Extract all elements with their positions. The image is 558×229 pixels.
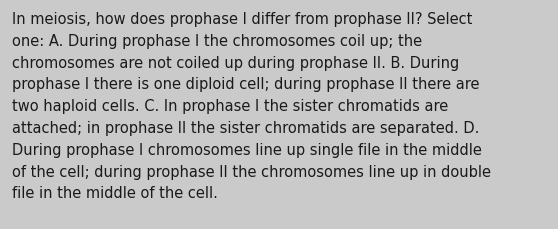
Text: two haploid cells. C. In prophase I the sister chromatids are: two haploid cells. C. In prophase I the … bbox=[12, 99, 448, 114]
Text: one: A. During prophase I the chromosomes coil up; the: one: A. During prophase I the chromosome… bbox=[12, 34, 422, 49]
Text: chromosomes are not coiled up during prophase II. B. During: chromosomes are not coiled up during pro… bbox=[12, 55, 459, 70]
Text: of the cell; during prophase II the chromosomes line up in double: of the cell; during prophase II the chro… bbox=[12, 164, 491, 179]
Text: prophase I there is one diploid cell; during prophase II there are: prophase I there is one diploid cell; du… bbox=[12, 77, 479, 92]
Text: During prophase I chromosomes line up single file in the middle: During prophase I chromosomes line up si… bbox=[12, 142, 482, 157]
Text: In meiosis, how does prophase I differ from prophase II? Select: In meiosis, how does prophase I differ f… bbox=[12, 12, 473, 27]
Text: file in the middle of the cell.: file in the middle of the cell. bbox=[12, 185, 218, 201]
Text: attached; in prophase II the sister chromatids are separated. D.: attached; in prophase II the sister chro… bbox=[12, 120, 479, 135]
